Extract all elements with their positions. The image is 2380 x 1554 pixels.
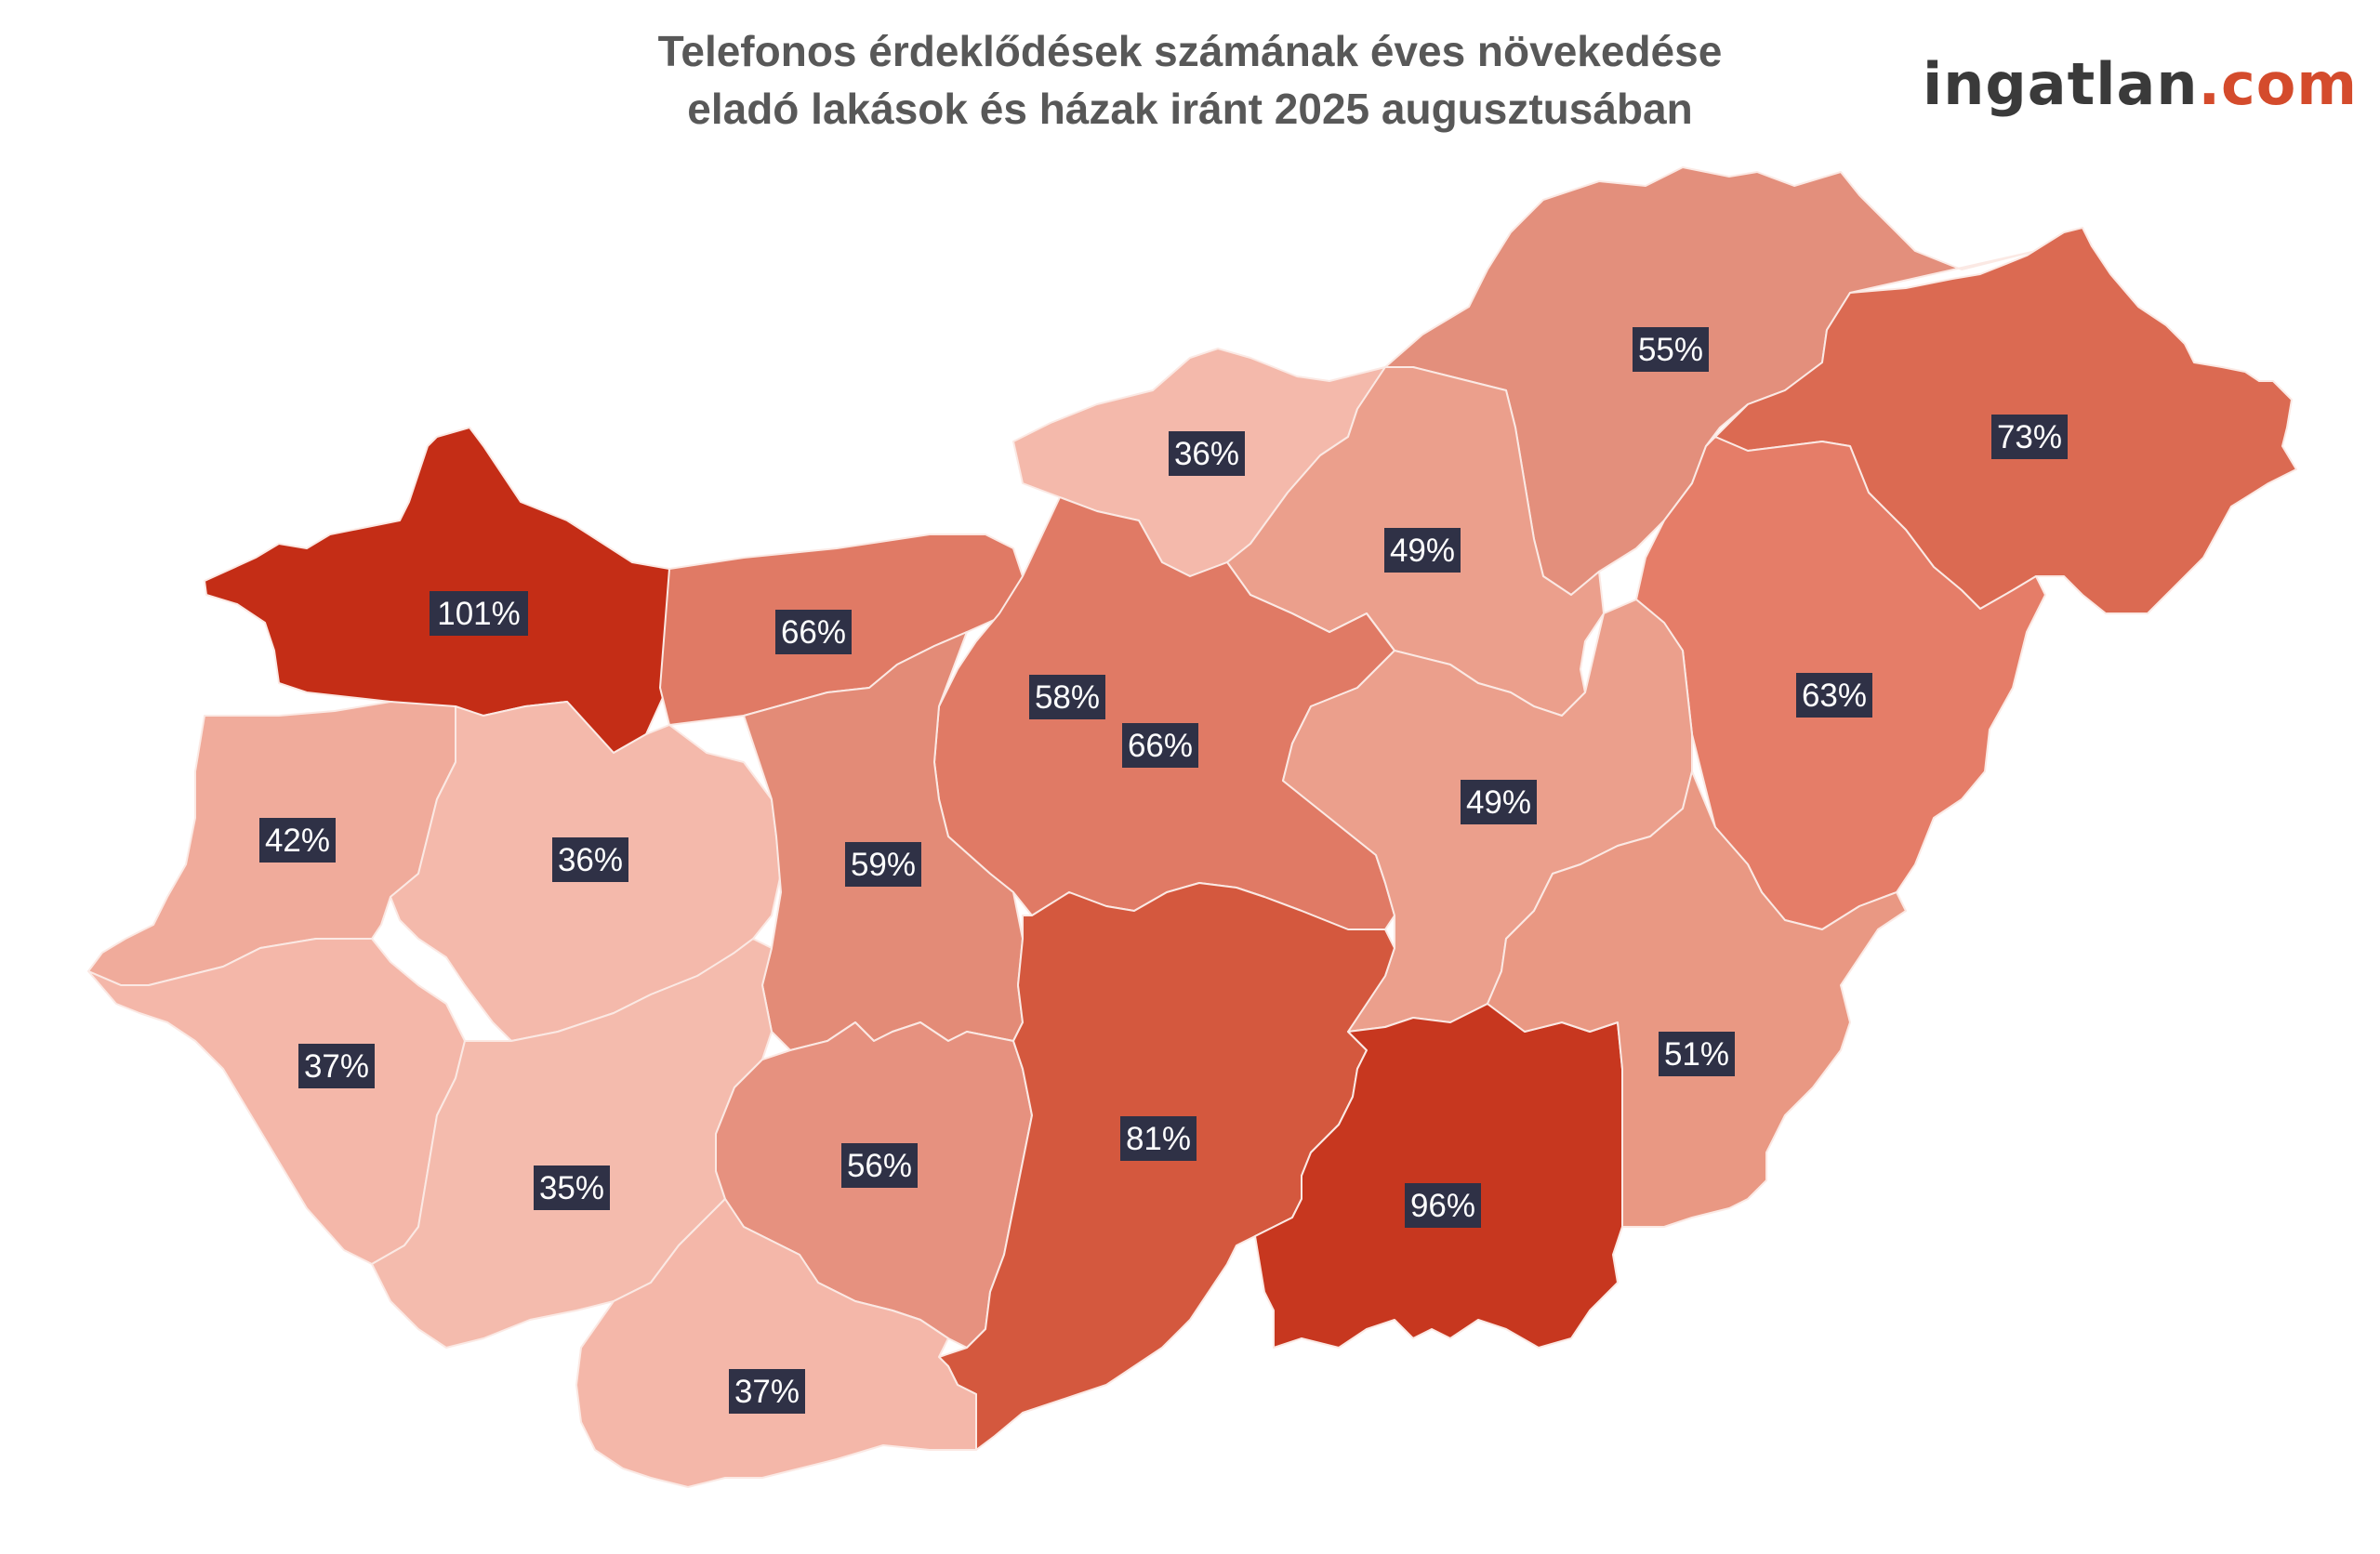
value-label-bg [552, 837, 628, 882]
regions-layer [87, 166, 2297, 1488]
region-sw-bottom [575, 1198, 977, 1488]
value-label-bg [298, 1044, 375, 1088]
value-label-text: 49% [1390, 533, 1455, 569]
logo-dot: . [2198, 50, 2222, 118]
value-label-text: 37% [734, 1374, 800, 1410]
value-label-s-main: 81% [1120, 1116, 1197, 1161]
value-label-text: 56% [847, 1148, 912, 1184]
value-label-center-east: 49% [1461, 780, 1537, 824]
value-label-s-center: 56% [841, 1143, 918, 1188]
value-label-bg [1384, 528, 1461, 573]
value-label-bg [1461, 780, 1537, 824]
value-label-text: 66% [1128, 728, 1193, 764]
brand-logo: ingatlan.com [1923, 50, 2358, 118]
labels-layer: 101% 66% 36% 55% 73% 49% 63% 58% 66% 49% 42% 36% 59%… [259, 327, 2068, 1414]
region-e-south [1487, 770, 1907, 1228]
value-label-bg [1659, 1032, 1735, 1076]
value-label-text: 58% [1035, 679, 1100, 716]
title-line-2: eladó lakások és házak iránt 2025 augusz… [687, 85, 1693, 133]
value-label-e-south: 51% [1659, 1032, 1735, 1076]
value-label-text: 96% [1410, 1188, 1475, 1224]
value-label-bg [845, 842, 921, 887]
logo-tld: com [2221, 50, 2358, 118]
value-label-nw: 101% [430, 591, 528, 636]
value-label-center-west: 59% [845, 842, 921, 887]
value-label-se: 96% [1405, 1183, 1481, 1228]
value-label-bg [1120, 1116, 1197, 1161]
value-label-bg [1991, 415, 2068, 459]
value-label-text: 101% [437, 596, 521, 632]
value-label-text: 73% [1997, 419, 2062, 455]
value-label-ne-east: 73% [1991, 415, 2068, 459]
value-label-bg [534, 1166, 610, 1210]
value-label-text: 66% [781, 614, 846, 651]
value-label-bg [1169, 431, 1245, 476]
value-label-sw-bottom: 37% [729, 1369, 805, 1414]
region-nw [204, 427, 680, 754]
value-label-ne-north: 55% [1633, 327, 1709, 372]
title-line-1: Telefonos érdeklődések számának éves növ… [657, 27, 1723, 75]
value-label-bg [1796, 673, 1872, 718]
value-label-text: 81% [1126, 1121, 1191, 1157]
logo-brand: ingatlan [1923, 50, 2199, 118]
value-label-w-north: 42% [259, 818, 336, 863]
value-label-bg [1405, 1183, 1481, 1228]
value-label-bg [729, 1369, 805, 1414]
value-label-text: 49% [1466, 784, 1531, 821]
value-label-text: 36% [1174, 436, 1239, 472]
value-label-n-west: 66% [775, 610, 852, 654]
region-s-main [938, 882, 1395, 1451]
value-label-bg [1029, 675, 1105, 719]
value-label-capital: 58% [1029, 675, 1105, 719]
value-label-n-center: 49% [1384, 528, 1461, 573]
value-label-sw-1: 37% [298, 1044, 375, 1088]
region-sw-1 [87, 938, 466, 1265]
value-label-text: 35% [539, 1170, 604, 1206]
value-label-text: 63% [1802, 678, 1867, 714]
value-label-bg [841, 1143, 918, 1188]
value-label-w-center: 36% [552, 837, 628, 882]
value-label-e-center: 63% [1796, 673, 1872, 718]
value-label-central: 66% [1122, 723, 1198, 768]
value-label-text: 42% [265, 823, 330, 859]
value-label-north-small: 36% [1169, 431, 1245, 476]
value-label-bg [775, 610, 852, 654]
value-label-bg [430, 591, 528, 636]
value-label-text: 55% [1638, 332, 1703, 368]
value-label-bg [1122, 723, 1198, 768]
value-label-text: 37% [304, 1048, 369, 1085]
value-label-text: 59% [851, 847, 916, 883]
value-label-bg [1633, 327, 1709, 372]
value-label-text: 36% [558, 842, 623, 878]
value-label-text: 51% [1664, 1036, 1729, 1073]
value-label-sw-2: 35% [534, 1166, 610, 1210]
map-title: Telefonos érdeklődések számának éves növ… [0, 22, 2380, 138]
value-label-bg [259, 818, 336, 863]
